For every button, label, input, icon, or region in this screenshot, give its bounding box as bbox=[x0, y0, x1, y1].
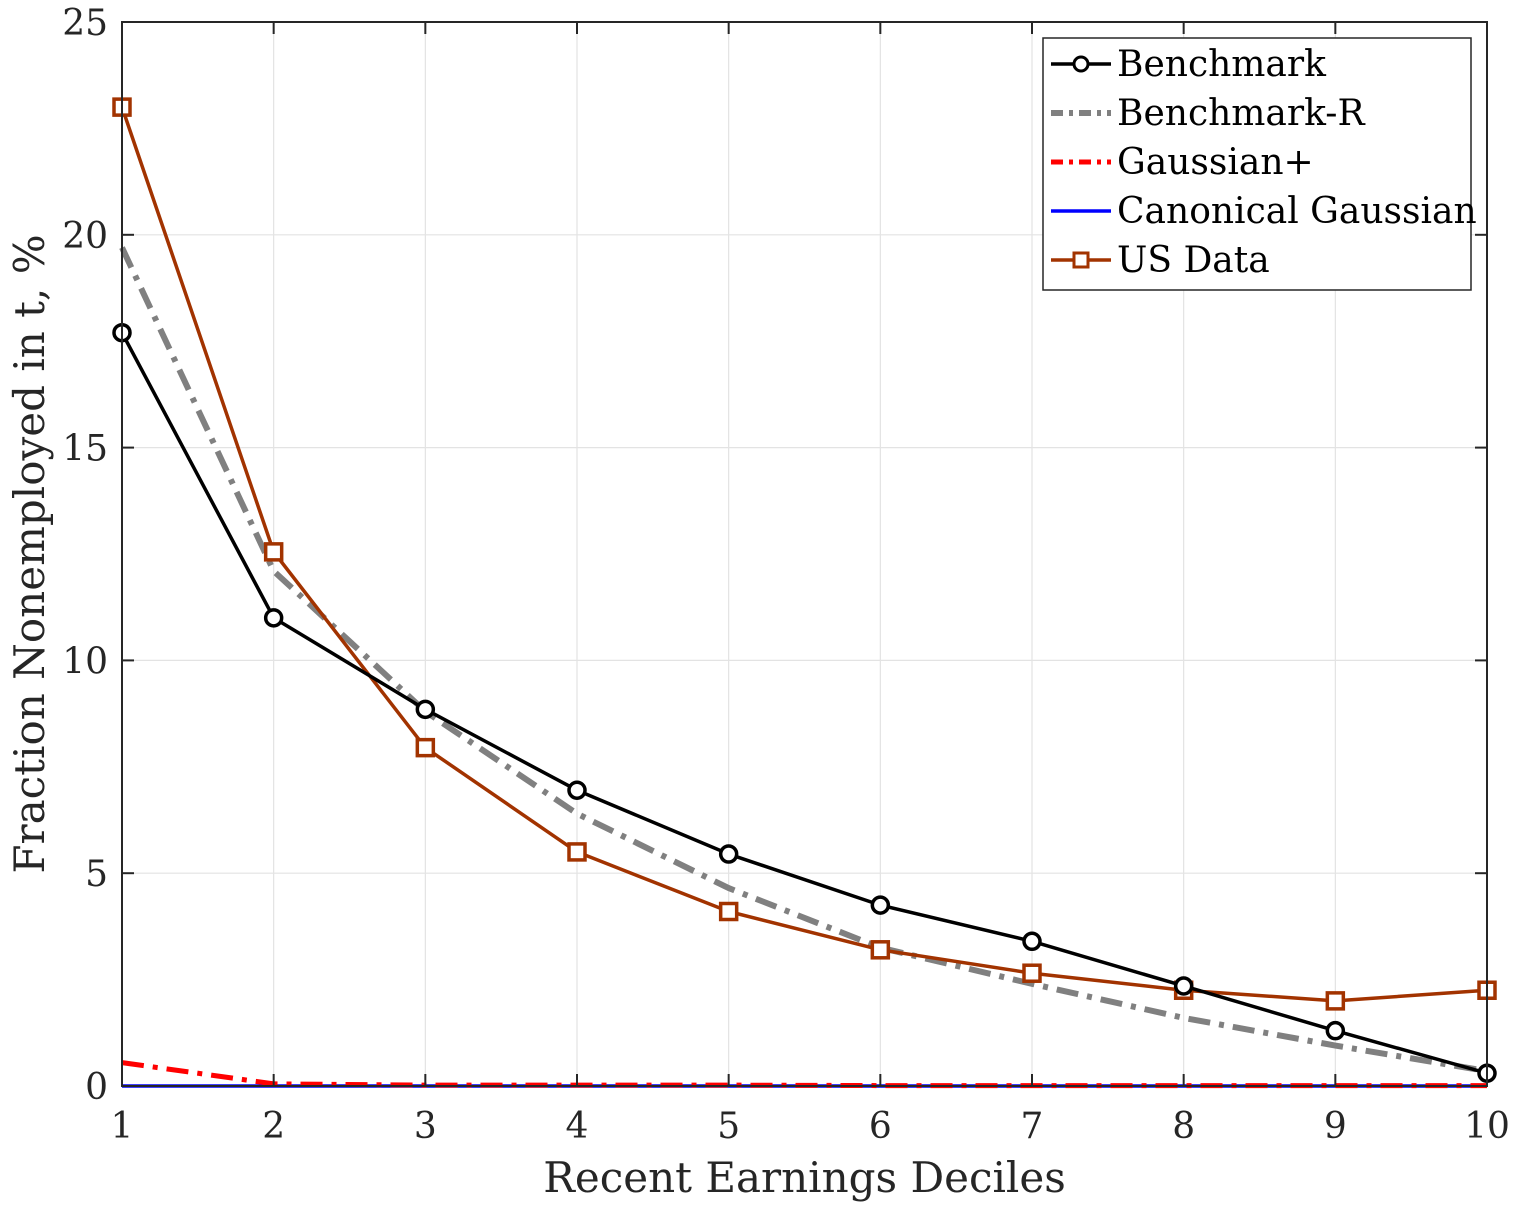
y-tick-label: 15 bbox=[62, 429, 108, 470]
legend-item: Canonical Gaussian bbox=[1051, 191, 1477, 232]
series-line bbox=[121, 1060, 1487, 1089]
data-point bbox=[1022, 963, 1042, 983]
data-point bbox=[870, 895, 891, 915]
legend-box bbox=[1042, 37, 1472, 291]
legend-label: Benchmark bbox=[1117, 44, 1327, 85]
legend-label: Benchmark-R bbox=[1117, 93, 1365, 134]
x-tick-label: 2 bbox=[262, 1106, 285, 1147]
legend-item: Gaussian+ bbox=[1051, 142, 1314, 183]
y-axis-ticks: 0 5 10 15 20 25 bbox=[62, 3, 1487, 1108]
series-line bbox=[120, 106, 1488, 1003]
data-point bbox=[1325, 1020, 1346, 1041]
series-benchmark-r bbox=[119, 246, 1488, 1075]
legend-marker bbox=[1072, 251, 1090, 269]
data-point bbox=[415, 737, 436, 758]
y-tick-label: 10 bbox=[62, 641, 108, 682]
x-tick-label: 4 bbox=[566, 1106, 589, 1147]
x-tick-label: 9 bbox=[1324, 1106, 1347, 1147]
legend-item: Benchmark-R bbox=[1051, 93, 1365, 134]
data-point bbox=[567, 842, 587, 862]
x-axis-ticks: 1 2 3 4 5 6 7 8 9 10 bbox=[111, 22, 1510, 1147]
x-axis-title: Recent Earnings Deciles bbox=[543, 1153, 1066, 1202]
legend: Benchmark Benchmark-R Gaussian+ Canonical G… bbox=[1042, 37, 1477, 291]
x-tick-label: 6 bbox=[869, 1106, 892, 1147]
y-tick-label: 0 bbox=[85, 1067, 108, 1108]
x-tick-label: 3 bbox=[414, 1106, 437, 1147]
legend-marker bbox=[1072, 55, 1090, 73]
data-point bbox=[1325, 991, 1346, 1011]
legend-label: Gaussian+ bbox=[1117, 142, 1314, 183]
legend-item: US Data bbox=[1051, 240, 1270, 281]
series-line bbox=[119, 246, 1488, 1075]
y-tick-label: 5 bbox=[85, 854, 108, 895]
x-tick-label: 8 bbox=[1172, 1106, 1195, 1147]
data-point bbox=[718, 901, 739, 922]
x-tick-label: 7 bbox=[1021, 1106, 1044, 1147]
data-point bbox=[870, 940, 891, 960]
x-tick-label: 1 bbox=[111, 1106, 134, 1147]
y-tick-label: 25 bbox=[62, 3, 108, 44]
series-line bbox=[120, 331, 1488, 1075]
data-point bbox=[567, 780, 587, 800]
legend-label: Canonical Gaussian bbox=[1117, 191, 1477, 232]
y-axis-title: Fraction Nonemployed in t, % bbox=[5, 234, 54, 873]
data-point bbox=[263, 608, 284, 628]
x-tick-label: 10 bbox=[1464, 1106, 1510, 1147]
data-point bbox=[1022, 931, 1042, 952]
series-gaussian- bbox=[121, 1060, 1487, 1089]
series-benchmark bbox=[112, 322, 1497, 1083]
legend-item: Benchmark bbox=[1051, 44, 1327, 85]
plot-frame bbox=[121, 21, 1488, 1087]
legend-label: US Data bbox=[1117, 240, 1270, 281]
data-point bbox=[263, 542, 284, 562]
data-point bbox=[718, 844, 739, 864]
data-point bbox=[1173, 976, 1194, 996]
x-tick-label: 5 bbox=[717, 1106, 740, 1147]
y-tick-label: 20 bbox=[62, 216, 108, 257]
data-point bbox=[415, 699, 436, 720]
